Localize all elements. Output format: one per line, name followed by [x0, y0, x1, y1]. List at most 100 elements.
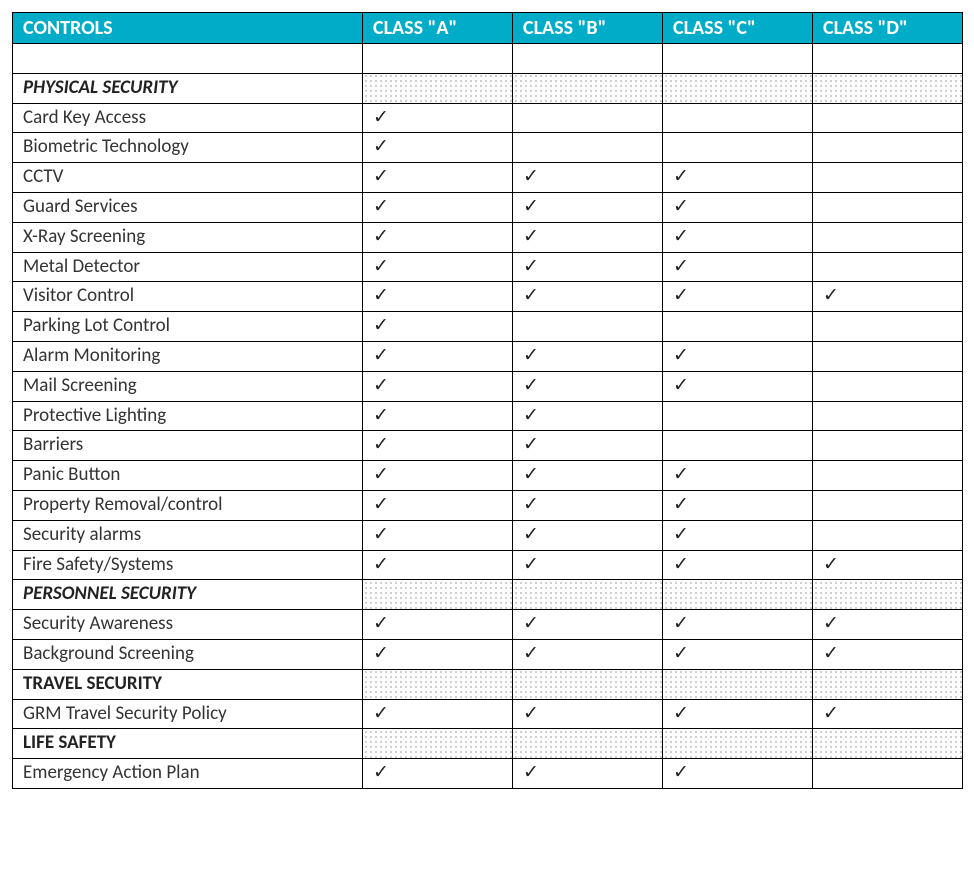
cell: ✓	[663, 639, 813, 669]
table-row: Emergency Action Plan✓✓✓	[13, 759, 963, 789]
check-icon: ✓	[373, 524, 389, 545]
row-label: Protective Lighting	[13, 401, 363, 431]
check-icon: ✓	[673, 345, 689, 366]
cell: ✓	[363, 371, 513, 401]
cell: ✓	[663, 252, 813, 282]
cell	[813, 44, 963, 74]
row-label: Biometric Technology	[13, 133, 363, 163]
cell	[363, 44, 513, 74]
section-fill-cell	[813, 669, 963, 699]
cell: ✓	[513, 490, 663, 520]
cell: ✓	[813, 639, 963, 669]
cell: ✓	[513, 699, 663, 729]
section-fill-cell	[663, 73, 813, 103]
cell: ✓	[363, 639, 513, 669]
check-icon: ✓	[373, 464, 389, 485]
table-row: PERSONNEL SECURITY	[13, 580, 963, 610]
cell	[663, 103, 813, 133]
check-icon: ✓	[373, 703, 389, 724]
cell: ✓	[363, 222, 513, 252]
cell: ✓	[363, 401, 513, 431]
table-row: CCTV✓✓✓	[13, 163, 963, 193]
check-icon: ✓	[673, 464, 689, 485]
cell: ✓	[663, 192, 813, 222]
cell: ✓	[363, 103, 513, 133]
section-label: TRAVEL SECURITY	[13, 669, 363, 699]
section-label: PERSONNEL SECURITY	[13, 580, 363, 610]
cell: ✓	[513, 431, 663, 461]
check-icon: ✓	[373, 554, 389, 575]
cell: ✓	[363, 163, 513, 193]
check-icon: ✓	[673, 554, 689, 575]
cell: ✓	[663, 341, 813, 371]
cell: ✓	[363, 312, 513, 342]
cell: ✓	[513, 341, 663, 371]
table-body: PHYSICAL SECURITY Card Key Access✓ Biome…	[13, 44, 963, 789]
table-row: GRM Travel Security Policy✓✓✓✓	[13, 699, 963, 729]
cell	[813, 341, 963, 371]
check-icon: ✓	[523, 285, 539, 306]
cell	[813, 520, 963, 550]
section-fill-cell	[513, 580, 663, 610]
row-label: Security alarms	[13, 520, 363, 550]
row-label: Panic Button	[13, 461, 363, 491]
cell: ✓	[363, 520, 513, 550]
check-icon: ✓	[523, 256, 539, 277]
cell: ✓	[363, 192, 513, 222]
check-icon: ✓	[373, 285, 389, 306]
cell: ✓	[363, 461, 513, 491]
check-icon: ✓	[673, 226, 689, 247]
table-row: Card Key Access✓	[13, 103, 963, 133]
cell: ✓	[663, 282, 813, 312]
section-fill-cell	[813, 73, 963, 103]
cell	[813, 192, 963, 222]
cell	[663, 44, 813, 74]
cell	[813, 222, 963, 252]
cell: ✓	[513, 163, 663, 193]
cell	[813, 401, 963, 431]
table-row: Barriers✓✓	[13, 431, 963, 461]
cell	[663, 431, 813, 461]
col-header-controls: CONTROLS	[13, 13, 363, 44]
table-header: CONTROLS CLASS "A" CLASS "B" CLASS "C" C…	[13, 13, 963, 44]
cell	[513, 44, 663, 74]
check-icon: ✓	[523, 554, 539, 575]
cell	[813, 461, 963, 491]
cell: ✓	[363, 341, 513, 371]
section-fill-cell	[363, 729, 513, 759]
table-row: Guard Services✓✓✓	[13, 192, 963, 222]
header-row: CONTROLS CLASS "A" CLASS "B" CLASS "C" C…	[13, 13, 963, 44]
cell: ✓	[363, 610, 513, 640]
table-row: Security Awareness✓✓✓✓	[13, 610, 963, 640]
table-row: Background Screening✓✓✓✓	[13, 639, 963, 669]
cell: ✓	[363, 759, 513, 789]
cell: ✓	[663, 222, 813, 252]
check-icon: ✓	[523, 226, 539, 247]
table-row: Fire Safety/Systems✓✓✓✓	[13, 550, 963, 580]
cell: ✓	[663, 550, 813, 580]
cell	[513, 133, 663, 163]
check-icon: ✓	[673, 524, 689, 545]
check-icon: ✓	[373, 107, 389, 128]
check-icon: ✓	[373, 762, 389, 783]
check-icon: ✓	[523, 524, 539, 545]
cell	[663, 312, 813, 342]
table-row: Visitor Control✓✓✓✓	[13, 282, 963, 312]
cell	[513, 103, 663, 133]
cell	[663, 401, 813, 431]
table-row: Alarm Monitoring✓✓✓	[13, 341, 963, 371]
check-icon: ✓	[523, 464, 539, 485]
row-label	[13, 44, 363, 74]
check-icon: ✓	[673, 166, 689, 187]
table-row: Panic Button ✓ ✓ ✓	[13, 461, 963, 491]
check-icon: ✓	[373, 375, 389, 396]
cell: ✓	[663, 759, 813, 789]
cell: ✓	[513, 192, 663, 222]
cell: ✓	[813, 610, 963, 640]
col-header-class-c: CLASS "C"	[663, 13, 813, 44]
check-icon: ✓	[523, 494, 539, 515]
section-fill-cell	[513, 73, 663, 103]
cell: ✓	[663, 490, 813, 520]
cell: ✓	[663, 461, 813, 491]
check-icon: ✓	[823, 643, 839, 664]
